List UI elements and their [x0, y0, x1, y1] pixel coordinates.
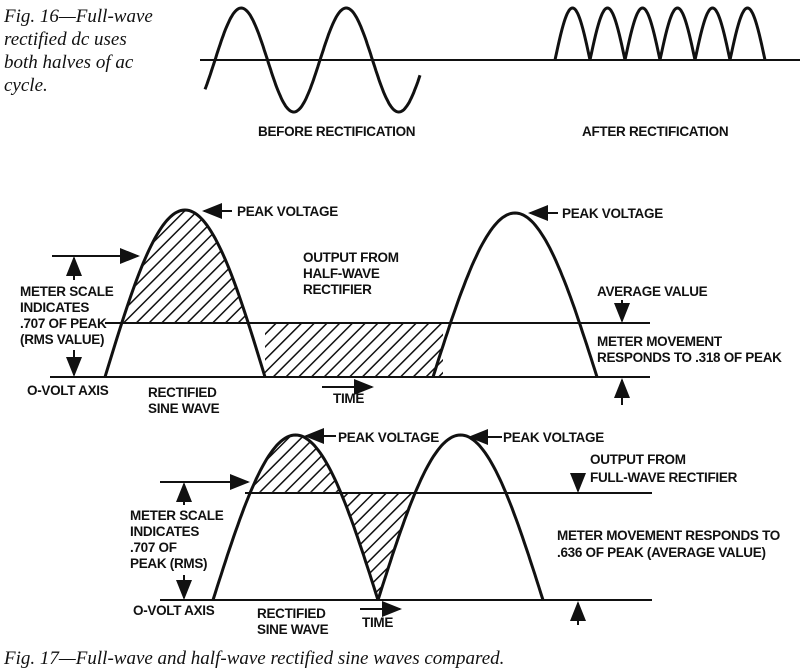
meter-scale-label: .707 OF: [130, 540, 177, 555]
meter-movement-label: METER MOVEMENT: [597, 334, 723, 349]
fig16-caption-line: both halves of ac: [4, 52, 134, 73]
rectified-sine-hump: [431, 211, 599, 378]
zero-volt-axis-label: O-VOLT AXIS: [27, 383, 109, 398]
zero-volt-axis-label: O-VOLT AXIS: [133, 603, 215, 618]
meter-scale-label: INDICATES: [20, 300, 89, 315]
meter-scale-label: PEAK (RMS): [130, 556, 207, 571]
rectified-sine-label: RECTIFIED: [148, 385, 217, 400]
meter-movement-label: .636 OF PEAK (AVERAGE VALUE): [557, 545, 766, 560]
meter-scale-label: METER SCALE: [130, 508, 224, 523]
average-area-hatch: [341, 493, 415, 600]
rectified-sine-hump: [376, 433, 545, 601]
meter-movement-label: METER MOVEMENT RESPONDS TO: [557, 528, 780, 543]
rms-area-hatch: [250, 435, 341, 492]
output-label: RECTIFIER: [303, 282, 372, 297]
meter-movement-label: RESPONDS TO .318 OF PEAK: [597, 350, 782, 365]
meter-scale-label: INDICATES: [130, 524, 199, 539]
ac-sine-wave: [203, 6, 422, 114]
average-area-hatch: [265, 323, 443, 377]
fig17-caption: Fig. 17—Full-wave and half-wave rectifie…: [3, 648, 504, 669]
rectified-sine-hump: [211, 433, 380, 601]
output-label: OUTPUT FROM: [303, 250, 399, 265]
fig16-caption-line: rectified dc uses: [4, 29, 127, 50]
peak-voltage-label: PEAK VOLTAGE: [503, 430, 604, 445]
output-label: OUTPUT FROM: [590, 452, 686, 467]
peak-voltage-label: PEAK VOLTAGE: [237, 204, 338, 219]
rectified-sine-label: SINE WAVE: [148, 401, 220, 416]
fig16-caption-line: Fig. 16—Full-wave: [3, 6, 153, 27]
average-value-label: AVERAGE VALUE: [597, 284, 708, 299]
peak-voltage-label: PEAK VOLTAGE: [562, 206, 663, 221]
before-rectification-label: BEFORE RECTIFICATION: [258, 124, 415, 139]
meter-scale-label: METER SCALE: [20, 284, 114, 299]
time-label: TIME: [362, 615, 393, 630]
meter-scale-label: .707 OF PEAK: [20, 316, 107, 331]
peak-voltage-label: PEAK VOLTAGE: [338, 430, 439, 445]
rectified-sine-label: RECTIFIED: [257, 606, 326, 621]
after-rectification-label: AFTER RECTIFICATION: [582, 124, 728, 139]
rectified-sine-label: SINE WAVE: [257, 622, 329, 637]
fig16-caption-line: cycle.: [4, 75, 48, 96]
output-label: FULL-WAVE RECTIFIER: [590, 470, 738, 485]
time-label: TIME: [333, 391, 364, 406]
meter-scale-label: (RMS VALUE): [20, 332, 104, 347]
rectified-sine-hump: [103, 208, 267, 378]
rectified-wave: [553, 6, 767, 61]
rms-area-hatch: [122, 210, 248, 323]
output-label: HALF-WAVE: [303, 266, 380, 281]
